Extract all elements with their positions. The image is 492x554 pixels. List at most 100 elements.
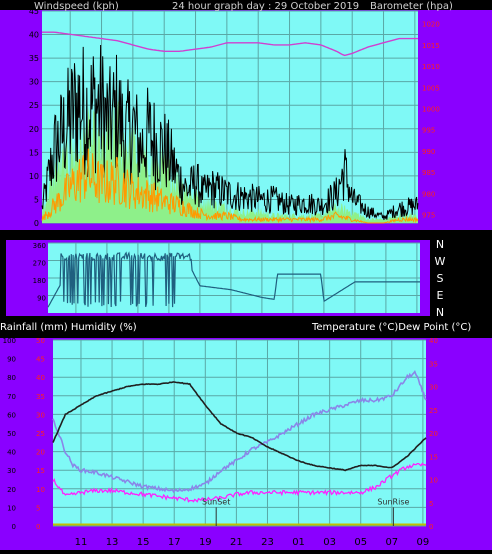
- series-barometer: [42, 31, 418, 57]
- humidity-tick-label: 80: [7, 374, 16, 382]
- temperature-tick-label: 30: [429, 384, 438, 392]
- x-tick-label: 17: [168, 537, 181, 548]
- humidity-tick-label: 40: [7, 449, 16, 457]
- barometer-tick-label: 990: [422, 148, 435, 156]
- series-layer: [41, 31, 427, 526]
- rain-tick-label: 35: [36, 393, 45, 401]
- compass-label: E: [437, 289, 444, 302]
- wind-tick-label: 25: [29, 101, 39, 110]
- series-temperature: [52, 381, 427, 472]
- rain-tick-label: 15: [36, 467, 45, 475]
- temperature-tick-label: 35: [429, 360, 438, 368]
- wind-axis-title: Windspeed (kph): [34, 1, 119, 12]
- barometer-tick-label: 985: [422, 169, 435, 177]
- x-tick-label: 01: [292, 537, 305, 548]
- wind-tick-label: 10: [29, 172, 39, 181]
- x-tick-label: 21: [220, 231, 233, 242]
- barometer-tick-label: 1015: [422, 42, 440, 50]
- barometer-tick-label: 1005: [422, 84, 440, 92]
- x-tick-label: 23: [252, 231, 265, 242]
- x-tick-label: 07: [377, 231, 390, 242]
- barometer-tick-label: 1010: [422, 63, 440, 71]
- rain-tick-label: 10: [36, 486, 45, 494]
- barometer-tick-label: 975: [422, 212, 435, 220]
- wind-tick-label: 15: [29, 148, 39, 157]
- compass-label: S: [437, 272, 444, 285]
- humidity-tick-label: 60: [7, 411, 16, 419]
- graph-title: 24 hour graph day : 29 October 2019: [172, 1, 359, 12]
- compass-label: N: [436, 306, 444, 319]
- humidity-tick-label: 0: [12, 523, 16, 531]
- wind-tick-label: 35: [29, 54, 39, 63]
- wind-tick-label: 40: [29, 31, 39, 40]
- wind-tick-label: 45: [29, 7, 39, 16]
- wind-tick-label: 0: [34, 219, 39, 228]
- x-tick-label: 13: [95, 231, 108, 242]
- direction-tick-label: 180: [33, 277, 46, 285]
- series-wind-gust: [41, 44, 419, 220]
- rain-tick-label: 20: [36, 449, 45, 457]
- x-tick-label: 03: [314, 231, 327, 242]
- series-wind-low: [41, 148, 419, 224]
- humidity-tick-label: 70: [7, 393, 16, 401]
- compass-label: W: [435, 255, 446, 268]
- direction-tick-label: 270: [33, 260, 46, 268]
- annotation-label: SunSet: [202, 497, 230, 506]
- rain-tick-label: 40: [36, 374, 45, 382]
- series-direction: [47, 251, 420, 308]
- x-tick-label: 09: [417, 537, 430, 548]
- annotation-label: SunRise: [377, 497, 409, 506]
- x-tick-label: 21: [230, 537, 243, 548]
- temperature-tick-label: 15: [429, 453, 438, 461]
- barometer-tick-label: 980: [422, 190, 435, 198]
- x-tick-label: 23: [261, 537, 274, 548]
- wind-tick-label: 20: [29, 125, 39, 134]
- humidity-tick-label: 30: [7, 467, 16, 475]
- compass-label: N: [436, 238, 444, 251]
- series-dew-point: [52, 369, 427, 494]
- temperature-tick-label: 40: [429, 337, 438, 345]
- x-tick-label: 15: [137, 537, 150, 548]
- x-tick-label: 05: [346, 231, 359, 242]
- direction-tick-label: 360: [33, 242, 46, 250]
- temperature-tick-label: 25: [429, 407, 438, 415]
- x-tick-label: 17: [158, 231, 171, 242]
- rain-tick-label: 30: [36, 411, 45, 419]
- humidity-tick-label: 50: [7, 430, 16, 438]
- humidity-tick-label: 100: [3, 337, 16, 345]
- rain-tick-label: 5: [36, 504, 40, 512]
- temperature-tick-label: 20: [429, 430, 438, 438]
- x-tick-label: 11: [75, 537, 88, 548]
- x-tick-label: 13: [106, 537, 119, 548]
- rain-humidity-title: Rainfall (mm) Humidity (%): [0, 322, 137, 333]
- barometer-axis-title: Barometer (hpa): [370, 1, 453, 12]
- temp-dew-title: Temperature (°C)Dew Point (°C): [311, 322, 471, 333]
- temperature-tick-label: 0: [429, 523, 433, 531]
- humidity-tick-label: 20: [7, 486, 16, 494]
- barometer-tick-label: 1000: [422, 106, 440, 114]
- x-tick-label: 15: [126, 231, 139, 242]
- x-tick-label: 19: [189, 231, 202, 242]
- x-tick-label: 09: [408, 231, 421, 242]
- series-humidity: [52, 462, 427, 503]
- x-tick-label: 05: [354, 537, 367, 548]
- humidity-tick-label: 10: [7, 504, 16, 512]
- x-tick-label: 03: [323, 537, 336, 548]
- wind-tick-label: 30: [29, 78, 39, 87]
- direction-tick-label: 90: [37, 295, 46, 303]
- x-tick-label: 01: [283, 231, 296, 242]
- rain-tick-label: 50: [36, 337, 45, 345]
- barometer-tick-label: 995: [422, 127, 435, 135]
- temperature-tick-label: 10: [429, 477, 438, 485]
- x-tick-label: 19: [199, 537, 212, 548]
- barometer-tick-label: 1020: [422, 21, 440, 29]
- temperature-tick-label: 5: [429, 500, 433, 508]
- rain-tick-label: 45: [36, 356, 45, 364]
- humidity-tick-label: 90: [7, 356, 16, 364]
- rain-tick-label: 0: [36, 523, 40, 531]
- x-tick-label: 07: [385, 537, 398, 548]
- axes-layer: 0510152025303540459759809859909951000100…: [3, 7, 440, 548]
- x-tick-label: 11: [64, 231, 77, 242]
